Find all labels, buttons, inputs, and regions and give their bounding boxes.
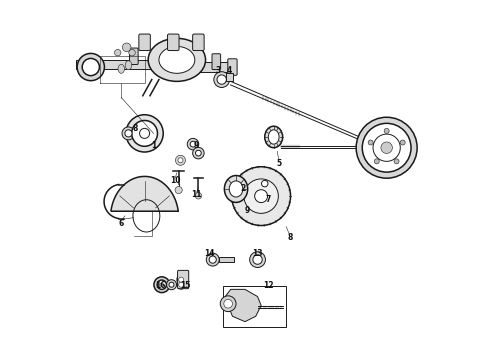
Circle shape (140, 129, 149, 138)
Circle shape (373, 134, 400, 161)
Circle shape (367, 128, 406, 167)
FancyBboxPatch shape (139, 34, 150, 50)
Text: 8: 8 (133, 123, 138, 132)
Circle shape (262, 180, 268, 187)
Circle shape (249, 184, 273, 208)
Circle shape (232, 167, 291, 226)
Circle shape (394, 159, 399, 164)
Circle shape (157, 280, 167, 289)
Circle shape (169, 282, 174, 287)
Circle shape (195, 193, 201, 199)
Circle shape (250, 252, 266, 267)
Text: 10: 10 (170, 176, 180, 185)
Bar (226, 73, 233, 81)
Circle shape (362, 123, 411, 172)
Circle shape (244, 179, 278, 213)
Text: 1: 1 (151, 141, 156, 150)
FancyBboxPatch shape (212, 54, 220, 69)
Text: 9: 9 (244, 206, 249, 215)
Circle shape (136, 125, 153, 142)
Text: 9: 9 (194, 141, 199, 150)
Text: 8: 8 (287, 233, 293, 242)
Ellipse shape (118, 64, 124, 73)
FancyBboxPatch shape (228, 59, 237, 75)
Circle shape (178, 158, 183, 163)
Circle shape (368, 140, 373, 145)
Circle shape (381, 142, 392, 153)
Circle shape (179, 282, 184, 287)
Circle shape (158, 281, 166, 288)
FancyBboxPatch shape (193, 34, 204, 50)
Text: 13: 13 (252, 249, 263, 258)
Circle shape (217, 75, 226, 84)
Ellipse shape (125, 61, 132, 70)
Circle shape (126, 115, 163, 152)
Circle shape (160, 283, 164, 287)
Circle shape (244, 201, 250, 206)
Circle shape (115, 49, 121, 56)
Circle shape (241, 198, 252, 209)
Circle shape (154, 277, 170, 293)
Circle shape (220, 296, 236, 312)
Circle shape (400, 140, 405, 145)
Circle shape (193, 147, 204, 159)
Circle shape (224, 300, 232, 308)
Text: 7: 7 (266, 195, 271, 204)
Text: 3: 3 (216, 66, 220, 75)
Circle shape (187, 138, 199, 150)
Bar (223, 286, 286, 327)
Circle shape (175, 155, 186, 165)
FancyBboxPatch shape (177, 270, 189, 289)
Ellipse shape (265, 126, 283, 148)
Circle shape (374, 159, 379, 164)
Ellipse shape (148, 39, 205, 81)
Bar (219, 257, 234, 262)
Bar (76, 60, 180, 69)
Circle shape (209, 256, 216, 263)
Text: 16: 16 (155, 281, 166, 290)
Circle shape (196, 150, 201, 156)
Ellipse shape (229, 181, 243, 197)
Circle shape (125, 130, 132, 137)
Circle shape (238, 173, 285, 220)
Circle shape (176, 280, 186, 289)
Circle shape (206, 253, 219, 266)
Circle shape (190, 141, 196, 147)
Text: 12: 12 (263, 281, 273, 290)
Circle shape (167, 280, 176, 290)
Ellipse shape (159, 46, 195, 73)
Circle shape (179, 277, 184, 282)
Text: 15: 15 (181, 281, 191, 290)
Text: 2: 2 (241, 184, 246, 193)
Circle shape (82, 58, 99, 76)
Ellipse shape (224, 176, 247, 202)
Ellipse shape (269, 130, 279, 144)
Circle shape (258, 177, 271, 190)
Circle shape (122, 127, 135, 140)
Circle shape (176, 275, 186, 284)
Circle shape (384, 129, 389, 134)
Text: 4: 4 (226, 66, 231, 75)
Circle shape (175, 186, 182, 194)
Bar (180, 62, 231, 72)
Circle shape (356, 117, 417, 178)
Circle shape (122, 43, 131, 51)
Text: 14: 14 (204, 249, 215, 258)
FancyBboxPatch shape (129, 48, 138, 64)
FancyBboxPatch shape (168, 34, 179, 50)
Circle shape (129, 49, 135, 56)
Polygon shape (225, 289, 261, 321)
Polygon shape (111, 176, 178, 211)
Text: 11: 11 (191, 190, 202, 199)
Circle shape (77, 53, 104, 81)
Circle shape (253, 255, 262, 264)
Circle shape (132, 121, 157, 146)
Circle shape (255, 190, 268, 203)
Circle shape (214, 72, 230, 87)
Text: 5: 5 (276, 159, 282, 168)
Text: 6: 6 (119, 219, 124, 228)
